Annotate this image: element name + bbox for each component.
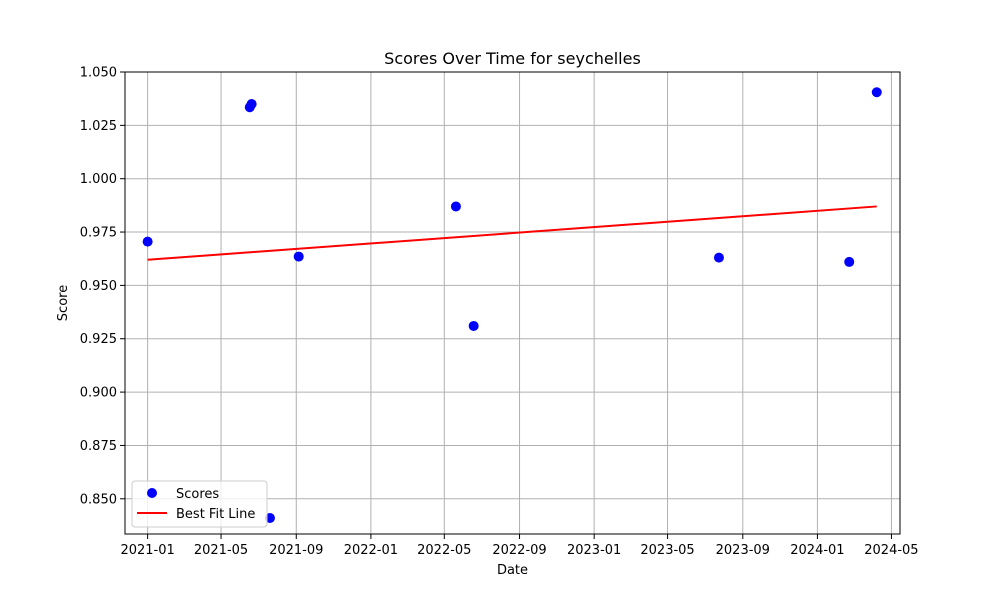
score-point xyxy=(450,201,461,212)
x-tick-label: 2023-09 xyxy=(716,543,770,558)
score-point xyxy=(468,320,479,331)
y-tick-label: 0.900 xyxy=(80,386,117,401)
x-tick-label: 2021-09 xyxy=(269,543,323,558)
legend-scores-marker xyxy=(147,488,157,498)
y-tick-label: 0.875 xyxy=(80,439,117,454)
x-tick-label: 2022-05 xyxy=(417,543,471,558)
y-tick-label: 0.925 xyxy=(80,332,117,347)
score-point xyxy=(293,251,304,262)
y-tick-label: 0.975 xyxy=(80,226,117,241)
legend-best-fit-label: Best Fit Line xyxy=(176,507,255,522)
y-tick-label: 1.050 xyxy=(80,66,117,81)
y-tick-label: 1.000 xyxy=(80,172,117,187)
legend-scores-label: Scores xyxy=(176,487,219,502)
plot-frame xyxy=(124,71,901,535)
x-tick-label: 2024-01 xyxy=(790,543,844,558)
x-tick-label: 2022-09 xyxy=(492,543,546,558)
chart-title: Scores Over Time for seychelles xyxy=(384,49,641,68)
y-tick-label: 0.950 xyxy=(80,279,117,294)
score-point xyxy=(246,99,257,110)
x-tick-label: 2024-05 xyxy=(864,543,918,558)
y-tick-label: 0.850 xyxy=(80,492,117,507)
x-tick-label: 2022-01 xyxy=(344,543,398,558)
x-tick-label: 2021-01 xyxy=(120,543,174,558)
score-point xyxy=(871,87,882,98)
y-tick-label: 1.025 xyxy=(80,119,117,134)
score-point xyxy=(713,252,724,263)
x-axis: 2021-01 2021-05 2021-09 2022-01 2022-05 2022-… xyxy=(120,534,919,558)
score-point xyxy=(142,236,153,247)
x-tick-label: 2023-05 xyxy=(640,543,694,558)
series-layer xyxy=(142,87,882,523)
x-tick-label: 2021-05 xyxy=(194,543,248,558)
x-tick-label: 2023-01 xyxy=(567,543,621,558)
score-point xyxy=(844,256,855,267)
legend: Scores Best Fit Line xyxy=(131,480,268,528)
legend-box xyxy=(131,480,268,528)
x-axis-label: Date xyxy=(497,563,528,578)
y-axis-label: Score xyxy=(56,285,71,321)
y-axis: 0.850 0.875 0.900 0.925 0.950 0.975 1.000 1.025… xyxy=(80,66,125,507)
best-fit-line xyxy=(147,205,877,261)
